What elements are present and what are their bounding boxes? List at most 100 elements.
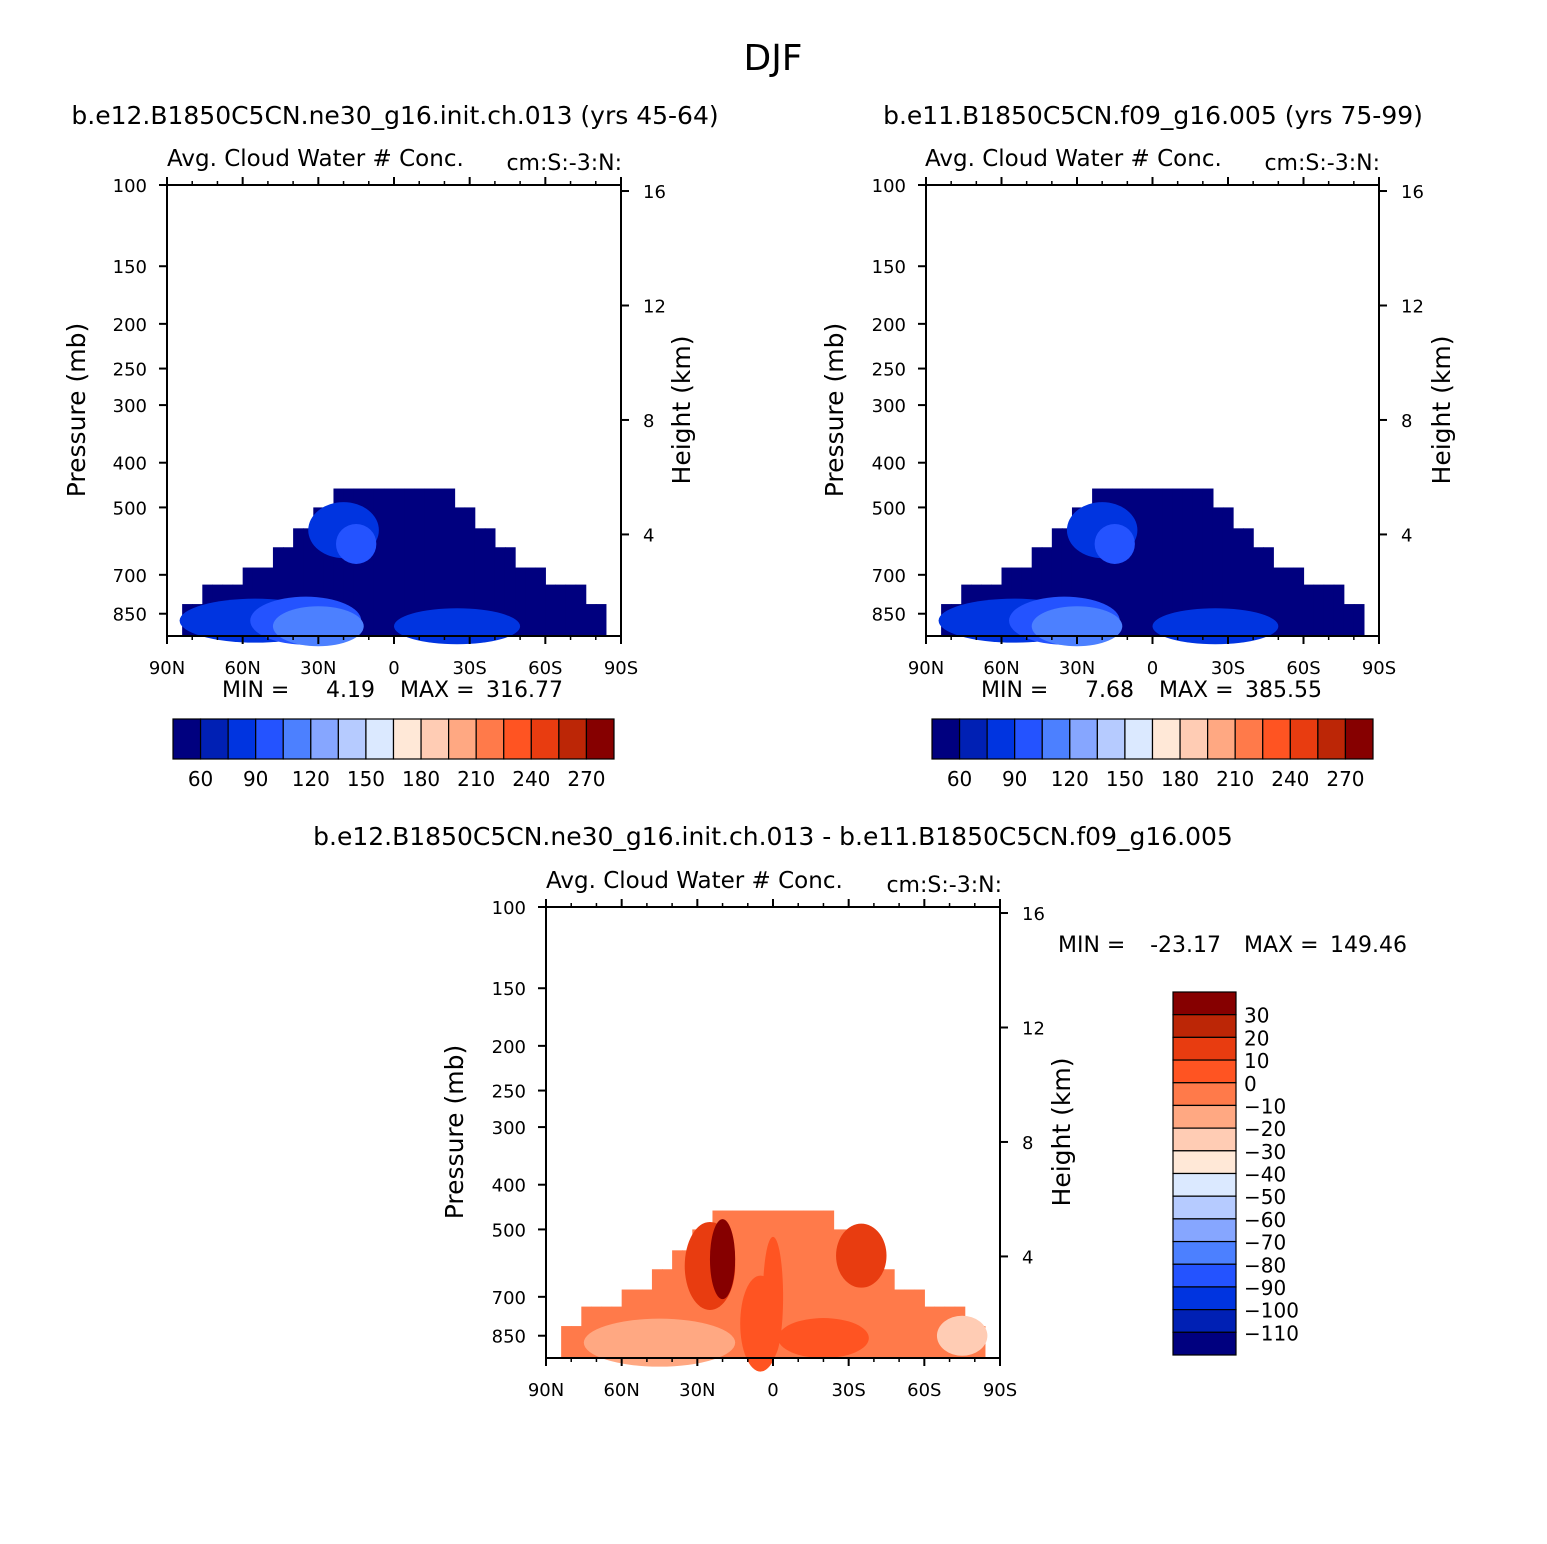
contour-cell <box>1182 488 1194 636</box>
contour-blob <box>836 1223 887 1288</box>
contour-cell <box>1192 488 1204 636</box>
contour-cell <box>565 584 577 636</box>
contour-cell <box>383 488 395 636</box>
contour-cell <box>1132 488 1144 636</box>
y-axis-label: Pressure (mb) <box>440 1045 469 1219</box>
colorbar-swatch <box>1096 718 1126 760</box>
x-tick-label: 60N <box>224 658 260 679</box>
colorbar-swatch <box>365 718 395 760</box>
colorbar-swatch <box>1172 1309 1237 1333</box>
contour-cell <box>504 547 516 636</box>
contour-cell <box>1092 488 1103 636</box>
case-title: b.e11.B1850C5CN.f09_g16.005 (yrs 75-99) <box>883 101 1423 130</box>
contour-cell <box>434 488 446 636</box>
contour-cell <box>1122 488 1133 636</box>
contour-cell <box>1061 528 1073 636</box>
units-label: cm:S:-3:N: <box>1264 151 1380 176</box>
contour-cell <box>464 507 476 636</box>
x-tick-label: 60S <box>528 658 562 679</box>
contour-cell <box>373 488 385 636</box>
x-tick-label: 60S <box>1286 658 1320 679</box>
colorbar-swatch <box>558 718 588 760</box>
figure-title: DJF <box>743 38 802 79</box>
colorbar-swatch <box>1172 1286 1237 1311</box>
colorbar-label: 210 <box>1216 767 1254 791</box>
colorbar: 60 90 120 150 180 210 240 270 <box>172 718 615 791</box>
colorbar-label: −60 <box>1244 1208 1286 1232</box>
y2-axis-label: Height (km) <box>1427 336 1456 485</box>
contour-blob <box>583 1318 736 1367</box>
x-tick-label: 30N <box>1059 658 1095 679</box>
plot-title: Avg. Cloud Water # Conc. <box>925 146 1222 172</box>
contour-cell <box>1222 507 1234 636</box>
contour-blob <box>762 1236 784 1357</box>
contour-cell <box>803 1210 814 1358</box>
contour-cell <box>1212 507 1224 636</box>
contour-cell <box>742 1210 754 1358</box>
panel-top-right: b.e11.B1850C5CN.f09_g16.005 (yrs 75-99) … <box>820 101 1456 791</box>
contour-cell <box>333 488 345 636</box>
contour-blob <box>936 1315 988 1356</box>
colorbar-label: 240 <box>512 767 550 791</box>
x-tick-label: 90N <box>528 1380 564 1401</box>
y-axis-label: Pressure (mb) <box>820 323 849 497</box>
colorbar-swatch <box>1317 718 1347 760</box>
colorbar-swatch <box>1172 1082 1237 1107</box>
colorbar-swatch <box>282 718 312 760</box>
contour-cell <box>1313 584 1325 636</box>
colorbar-swatch <box>1172 1240 1237 1265</box>
colorbar-swatch <box>1344 718 1374 760</box>
colorbar-label: 270 <box>567 767 605 791</box>
contour-cell <box>444 488 456 636</box>
contour-cell <box>1233 528 1244 636</box>
contour-cell <box>894 1289 905 1358</box>
y-tick-label: 250 <box>113 360 147 381</box>
contour-cell <box>1243 528 1254 636</box>
colorbar-swatch <box>1151 718 1181 760</box>
y-tick-label: 500 <box>492 1220 526 1241</box>
colorbar-label: 240 <box>1271 767 1309 791</box>
contour-cell <box>1071 507 1083 636</box>
colorbar-swatch <box>1014 718 1043 760</box>
contour-cell <box>793 1210 804 1358</box>
y-tick-label: 100 <box>872 176 906 197</box>
contour-cell <box>363 488 375 636</box>
y2-tick-label: 12 <box>1022 1018 1045 1039</box>
contour-cell <box>293 528 304 636</box>
y2-tick-label: 8 <box>643 411 654 432</box>
colorbar-swatch <box>1172 1104 1237 1129</box>
colorbar-swatch <box>1262 718 1291 760</box>
colorbar-swatch <box>1172 991 1237 1016</box>
y-tick-label: 150 <box>113 257 147 278</box>
axis-ticks: 100 150 200 250 300 400 500 700 850 16 12 8 4 90N 60N 3… <box>113 176 666 679</box>
colorbar-label: −10 <box>1244 1094 1286 1118</box>
contour-cell <box>1082 507 1093 636</box>
contour-cell <box>1293 567 1305 636</box>
colorbar-label: −30 <box>1244 1140 1286 1164</box>
colorbar-label: 90 <box>1002 767 1027 791</box>
contour-cell <box>853 1250 865 1358</box>
colorbar-swatch <box>1172 1195 1237 1220</box>
contour-cell <box>555 584 567 636</box>
y2-tick-label: 4 <box>643 525 654 546</box>
contour-cell <box>843 1229 855 1358</box>
colorbar-label: 20 <box>1244 1026 1269 1050</box>
y2-tick-label: 4 <box>1022 1247 1033 1268</box>
max-label: MAX = <box>1159 678 1234 703</box>
colorbar-swatch <box>392 718 422 760</box>
contour-cell <box>1162 488 1174 636</box>
contour-cell <box>454 507 466 636</box>
colorbar-swatch <box>1172 1036 1237 1061</box>
contour-cell <box>1283 567 1295 636</box>
y2-tick-label: 16 <box>643 182 666 203</box>
x-tick-label: 30N <box>300 658 336 679</box>
min-value: 7.68 <box>1085 678 1134 703</box>
x-tick-label: 60N <box>603 1380 639 1401</box>
contour-blob <box>335 523 377 564</box>
colorbar-swatch <box>1234 718 1264 760</box>
colorbar-swatch <box>227 718 257 760</box>
colorbar-swatch <box>1207 718 1236 760</box>
contour-cell <box>484 528 496 636</box>
contour-cell <box>575 584 587 636</box>
colorbar-swatch <box>337 718 367 760</box>
